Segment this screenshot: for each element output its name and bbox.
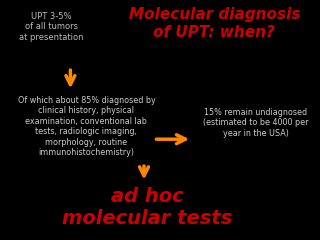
- Text: Molecular diagnosis
of UPT: when?: Molecular diagnosis of UPT: when?: [129, 7, 300, 40]
- Text: Of which about 85% diagnosed by
clinical history, physical
examination, conventi: Of which about 85% diagnosed by clinical…: [18, 96, 155, 157]
- Text: ad hoc
molecular tests: ad hoc molecular tests: [62, 187, 232, 228]
- Text: 15% remain undiagnosed
(estimated to be 4000 per
year in the USA): 15% remain undiagnosed (estimated to be …: [203, 108, 309, 138]
- Text: UPT 3-5%
of all tumors
at presentation: UPT 3-5% of all tumors at presentation: [19, 12, 84, 42]
